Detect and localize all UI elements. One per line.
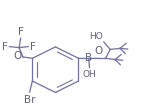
Text: F: F <box>18 27 24 37</box>
Text: F: F <box>2 42 8 52</box>
Text: O: O <box>94 46 103 56</box>
Text: O: O <box>13 51 21 61</box>
Text: F: F <box>30 42 36 52</box>
Text: OH: OH <box>83 70 96 79</box>
Text: B: B <box>85 53 92 63</box>
Text: Br: Br <box>24 95 35 105</box>
Text: HO: HO <box>89 32 103 41</box>
